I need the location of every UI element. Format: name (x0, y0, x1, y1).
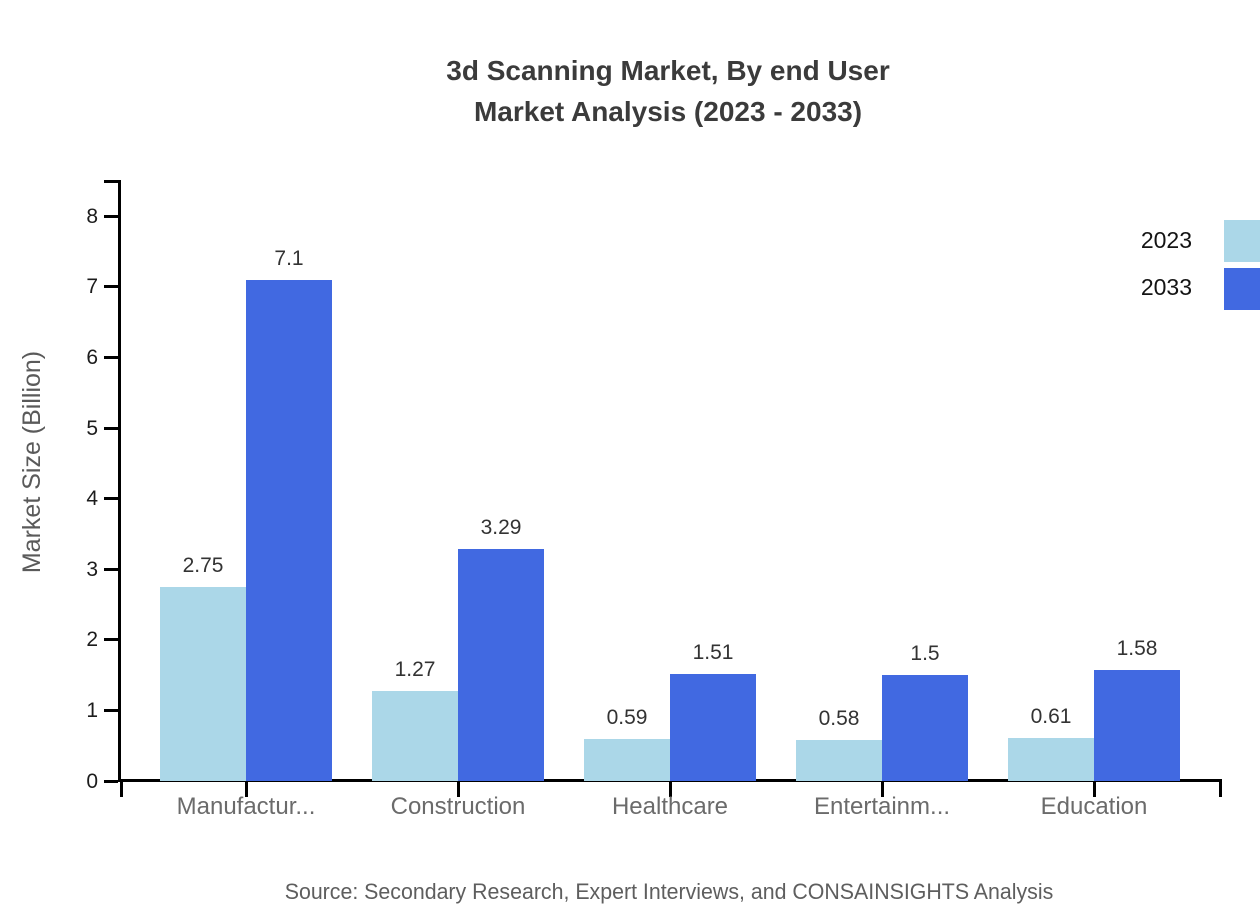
y-tick-mark (104, 638, 118, 642)
legend-item-2033-label[interactable]: 2033 (1140, 274, 1192, 300)
category-label: Healthcare (611, 793, 729, 820)
bar-2033-entertainm[interactable] (882, 675, 968, 781)
x-tick-mark (244, 782, 248, 797)
bar-value-label: 0.58 (818, 707, 860, 731)
x-axis-end-tick (1219, 782, 1222, 797)
x-tick-mark (668, 782, 672, 797)
y-tick-mark (104, 567, 118, 571)
y-tick-label: 1 (86, 698, 98, 722)
y-tick-label: 5 (86, 416, 98, 440)
bar-value-label: 1.5 (910, 642, 940, 666)
x-tick-mark (456, 782, 460, 797)
bar-2023-entertainm[interactable] (796, 740, 882, 781)
y-tick-mark (104, 355, 118, 359)
y-tick-mark (104, 426, 118, 430)
bar-value-label: 0.59 (606, 706, 648, 730)
y-tick-label: 6 (86, 345, 98, 369)
x-tick-mark (119, 782, 123, 797)
y-tick-mark (104, 214, 118, 218)
x-tick-mark (880, 782, 884, 797)
category-label: Entertainm... (813, 793, 951, 820)
category-label: Manufactur... (176, 793, 316, 820)
bar-value-label: 1.58 (1116, 636, 1158, 660)
y-tick-label: 0 (86, 769, 98, 793)
bar-value-label: 0.61 (1030, 704, 1072, 728)
category-label: Construction (390, 793, 526, 820)
bar-2033-manufactur[interactable] (246, 279, 332, 781)
bar-2023-healthcare[interactable] (584, 739, 670, 781)
y-tick-mark (104, 708, 118, 712)
y-axis-end-tick (104, 180, 118, 183)
y-tick-label: 4 (86, 487, 98, 511)
y-tick-label: 8 (86, 204, 98, 228)
chart-title-line1: 3d Scanning Market, By end User (446, 55, 890, 86)
chart-title: 3d Scanning Market, By end User Market A… (168, 50, 1168, 132)
bar-value-label: 2.75 (182, 553, 224, 577)
y-axis-line (118, 180, 121, 782)
y-tick-label: 7 (86, 275, 98, 299)
y-tick-label: 2 (86, 628, 98, 652)
bar-value-label: 1.51 (692, 641, 734, 665)
legend-item-2023-label[interactable]: 2023 (1140, 227, 1192, 253)
source-note: Source: Secondary Research, Expert Inter… (284, 879, 1054, 904)
chart-title-line2: Market Analysis (2023 - 2033) (473, 96, 863, 127)
bar-2023-manufactur[interactable] (160, 586, 246, 781)
legend-item-2033-swatch[interactable] (1224, 268, 1260, 310)
category-label: Education (1040, 793, 1148, 820)
bar-2033-healthcare[interactable] (670, 674, 756, 781)
bar-value-label: 1.27 (394, 658, 436, 682)
bar-2023-construction[interactable] (372, 691, 458, 781)
y-tick-mark (104, 497, 118, 501)
legend-item-2023-swatch[interactable] (1224, 220, 1260, 262)
bar-2023-education[interactable] (1008, 737, 1094, 781)
y-axis-title: Market Size (Billion) (18, 350, 46, 574)
bar-2033-education[interactable] (1094, 669, 1180, 781)
bar-value-label: 7.1 (274, 246, 304, 270)
bar-2033-construction[interactable] (458, 548, 544, 781)
bar-value-label: 3.29 (480, 515, 522, 539)
x-tick-mark (1092, 782, 1096, 797)
y-tick-label: 3 (86, 557, 98, 581)
y-tick-mark (104, 779, 118, 783)
y-tick-mark (104, 285, 118, 289)
